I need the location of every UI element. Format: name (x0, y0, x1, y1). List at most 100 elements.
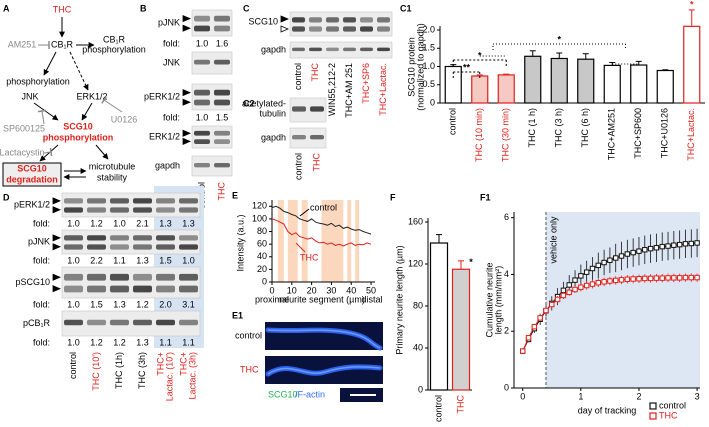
panel-label: F (390, 192, 396, 202)
fold-value: 1.3 (113, 299, 126, 309)
blot-band (360, 47, 373, 52)
significance: * (557, 34, 561, 44)
blot-band (156, 244, 175, 250)
blot-band (194, 139, 210, 145)
panel-label: E (232, 190, 238, 200)
blot-band (64, 207, 83, 213)
blot-band (156, 285, 175, 293)
blot-band (214, 163, 230, 168)
blot-band (326, 17, 339, 23)
point-marker (688, 240, 694, 247)
row-label: control (235, 330, 262, 340)
y-tick-label: 80 (257, 226, 267, 236)
point-marker (583, 269, 590, 275)
point-marker (659, 275, 665, 281)
panel-label: D (3, 192, 10, 202)
point-marker (676, 241, 683, 248)
blot-band (64, 273, 83, 281)
fold-value: 1.3 (136, 337, 149, 347)
point-marker (543, 307, 549, 314)
shaded-segment (287, 200, 298, 282)
x-tick-label: control (448, 108, 458, 135)
x-tick-label: 50 (366, 285, 376, 295)
y-tick-label: 1.5 (422, 43, 435, 53)
blot-band (309, 26, 322, 32)
bar (429, 242, 449, 391)
blot-band (310, 106, 324, 112)
legend-label: /F-actin (295, 389, 325, 399)
shaded-range (545, 212, 700, 388)
blot-band (133, 207, 152, 213)
point-marker (566, 282, 572, 288)
y-tick-label: 40 (413, 342, 423, 352)
bar (630, 64, 648, 104)
y-tick-label: 1.0 (422, 61, 435, 71)
point-marker (607, 278, 613, 284)
node: microtubule (89, 161, 136, 171)
row-label: pJNK (158, 17, 180, 27)
band-pointer (182, 14, 192, 23)
point-marker (531, 323, 538, 330)
point-marker (647, 245, 654, 252)
blot-band (326, 26, 339, 32)
y-tick-label: 6 (504, 212, 509, 222)
blot-band (133, 273, 152, 281)
row-label: pJNK (28, 236, 50, 246)
x-tick-label: THC+U0126 (660, 108, 670, 158)
point-marker (682, 241, 689, 247)
series-label: THC (300, 252, 319, 262)
blot-band (179, 198, 198, 204)
panel-label: C1 (400, 3, 412, 13)
series-label: control (310, 202, 337, 212)
column-label: THC+AM 251 (344, 63, 354, 118)
inhibition-bar (49, 147, 53, 157)
x-tick-label: 40 (346, 285, 356, 295)
y-tick-label: 0 (430, 97, 435, 107)
blot-band (343, 47, 356, 52)
inhibition-bar (101, 96, 107, 104)
point-marker (659, 243, 665, 250)
x-tick-label: THC+AM251 (607, 108, 617, 160)
point-marker (601, 259, 607, 266)
column-label: THC (3h) (137, 352, 147, 389)
y-tick-label: 2 (504, 326, 509, 336)
point-marker (676, 275, 683, 281)
node: SCG10 (63, 121, 93, 131)
blot-band (194, 15, 210, 22)
band-pointer (52, 197, 62, 205)
point-marker (630, 249, 636, 256)
inhibition (103, 99, 123, 113)
point-marker (624, 251, 631, 257)
node: CB₁R (103, 34, 126, 44)
blot-band (194, 130, 210, 136)
series-line (271, 218, 372, 247)
point-marker (589, 281, 596, 287)
point-marker (642, 275, 648, 282)
panel-label: F1 (480, 192, 491, 202)
blot-band (87, 207, 106, 213)
y-axis-label: Intensity (a.u.) (235, 214, 245, 271)
row-label: tubulin (259, 108, 286, 118)
blot-band (214, 59, 230, 65)
band-pointer (280, 15, 290, 23)
legend-label: SCG10 (268, 389, 298, 399)
blot-band (156, 273, 175, 281)
point-marker (694, 274, 700, 281)
y-axis-label: (normalized to gapdh) (415, 23, 425, 111)
fold-label: fold: (33, 299, 50, 309)
blot-band (133, 285, 152, 293)
y-axis-label: length (mm/mm²) (493, 266, 503, 335)
node: CB₁R (51, 39, 74, 49)
blot-band (194, 163, 210, 168)
column-label: control (293, 63, 303, 90)
arrow (69, 51, 89, 91)
y-tick-label: 0 (504, 382, 509, 392)
fold-value: 2.2 (90, 255, 103, 265)
fold-value: 1.3 (136, 255, 149, 265)
node: JNK (21, 91, 38, 101)
fold-value: 1.0 (196, 112, 209, 122)
y-tick-label: 40 (257, 251, 267, 261)
fold-value: 1.0 (196, 38, 209, 48)
point-marker (595, 262, 601, 269)
